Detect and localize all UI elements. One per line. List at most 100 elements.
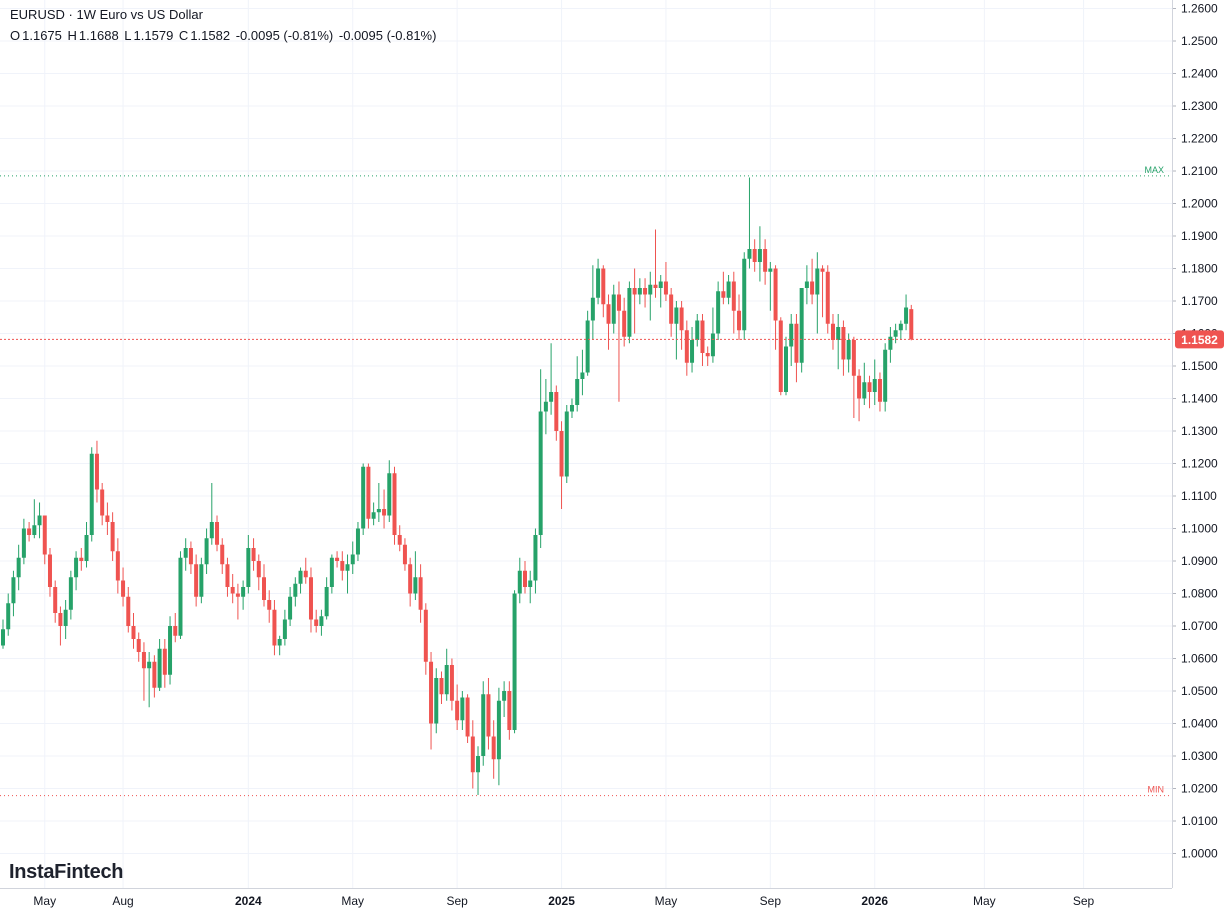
symbol-description: 1W Euro vs US Dollar: [76, 7, 203, 22]
candle-body: [241, 587, 246, 597]
candle: [220, 538, 225, 574]
candle: [648, 271, 653, 321]
candle-body: [773, 268, 778, 321]
candle: [768, 262, 773, 311]
candle-body: [616, 294, 621, 311]
candle: [533, 528, 538, 594]
candle-body: [79, 557, 84, 561]
candle-body: [496, 700, 501, 760]
y-tick-label: 1.2000: [1181, 197, 1218, 211]
candle-body: [220, 544, 225, 565]
last-price-label: 1.1582: [1181, 333, 1218, 347]
candle-body: [136, 639, 141, 652]
candle-body: [225, 564, 230, 587]
candle: [455, 684, 460, 730]
price-axis: 1.2600 1.2500 1.2400 1.2300 1.2200 1.2100 1.20…: [0, 0, 1224, 888]
candle-body: [329, 557, 334, 587]
candle-body: [747, 249, 752, 259]
candle-body: [669, 294, 674, 324]
candle: [580, 349, 585, 396]
candle: [429, 652, 434, 750]
candle-body: [188, 548, 193, 565]
candle: [700, 314, 705, 366]
candle-body: [392, 473, 397, 535]
candle-body: [768, 268, 773, 272]
candle: [58, 606, 63, 646]
candle-body: [898, 323, 903, 331]
candle-body: [502, 691, 507, 701]
candle: [246, 535, 251, 594]
candle: [789, 314, 794, 366]
candle: [590, 265, 595, 340]
y-tick-label: 1.1800: [1181, 262, 1218, 276]
candle-body: [63, 609, 68, 626]
candle-body: [293, 583, 298, 597]
candle-body: [533, 535, 538, 581]
candle: [794, 314, 799, 383]
candle-body: [491, 736, 496, 760]
candle: [225, 557, 230, 597]
candle: [262, 564, 266, 607]
candle-body: [632, 288, 637, 295]
candle: [110, 512, 115, 561]
candle-body: [543, 401, 548, 412]
candle: [68, 570, 73, 620]
candle-body: [507, 691, 512, 730]
candle-body: [820, 268, 825, 272]
candle-body: [872, 379, 877, 392]
candle-body: [215, 522, 220, 545]
candle-body: [314, 619, 319, 626]
candle: [183, 538, 188, 571]
candle-body: [606, 304, 611, 324]
candle-body: [267, 600, 272, 610]
candle-body: [126, 596, 131, 626]
candle-body: [444, 665, 449, 695]
candle-body: [622, 310, 627, 337]
candle: [121, 567, 126, 607]
y-tick-label: 1.0200: [1181, 782, 1218, 796]
candle: [308, 567, 313, 633]
candle-body: [679, 307, 684, 331]
candle: [476, 746, 481, 795]
candle-body: [726, 281, 731, 298]
candle-body: [549, 392, 554, 402]
candle-body: [804, 281, 809, 288]
candle-body: [288, 596, 293, 620]
candle: [178, 551, 183, 639]
candle-body: [569, 405, 574, 412]
candle-body: [721, 291, 726, 298]
candle-body: [674, 307, 679, 324]
candle: [575, 356, 580, 412]
candle-body: [528, 580, 533, 587]
candle: [434, 668, 439, 734]
candle: [423, 603, 428, 675]
y-tick-label: 1.1700: [1181, 294, 1218, 308]
candle-body: [846, 340, 851, 360]
candle-body: [84, 535, 89, 561]
candle-body: [94, 453, 99, 490]
candle-body: [481, 694, 486, 756]
candle-body: [74, 557, 79, 578]
candle: [669, 288, 674, 337]
candle-body: [465, 697, 470, 737]
candle-body: [710, 333, 715, 357]
candle-body: [470, 736, 475, 773]
candle: [726, 275, 731, 305]
candle-body: [455, 700, 460, 721]
candle: [517, 557, 522, 604]
candle-body: [590, 297, 595, 321]
candle: [282, 609, 287, 646]
candle: [710, 307, 715, 363]
candle-body: [141, 652, 146, 669]
candle: [653, 229, 658, 298]
candles: [1, 177, 914, 795]
candle-body: [282, 619, 287, 639]
candle: [731, 271, 736, 334]
candle: [303, 557, 308, 584]
x-tick-label: 2025: [548, 894, 575, 908]
candle: [684, 320, 689, 376]
y-tick-label: 1.0700: [1181, 619, 1218, 633]
y-tick-label: 1.1100: [1181, 489, 1217, 503]
candle-body: [397, 535, 402, 545]
